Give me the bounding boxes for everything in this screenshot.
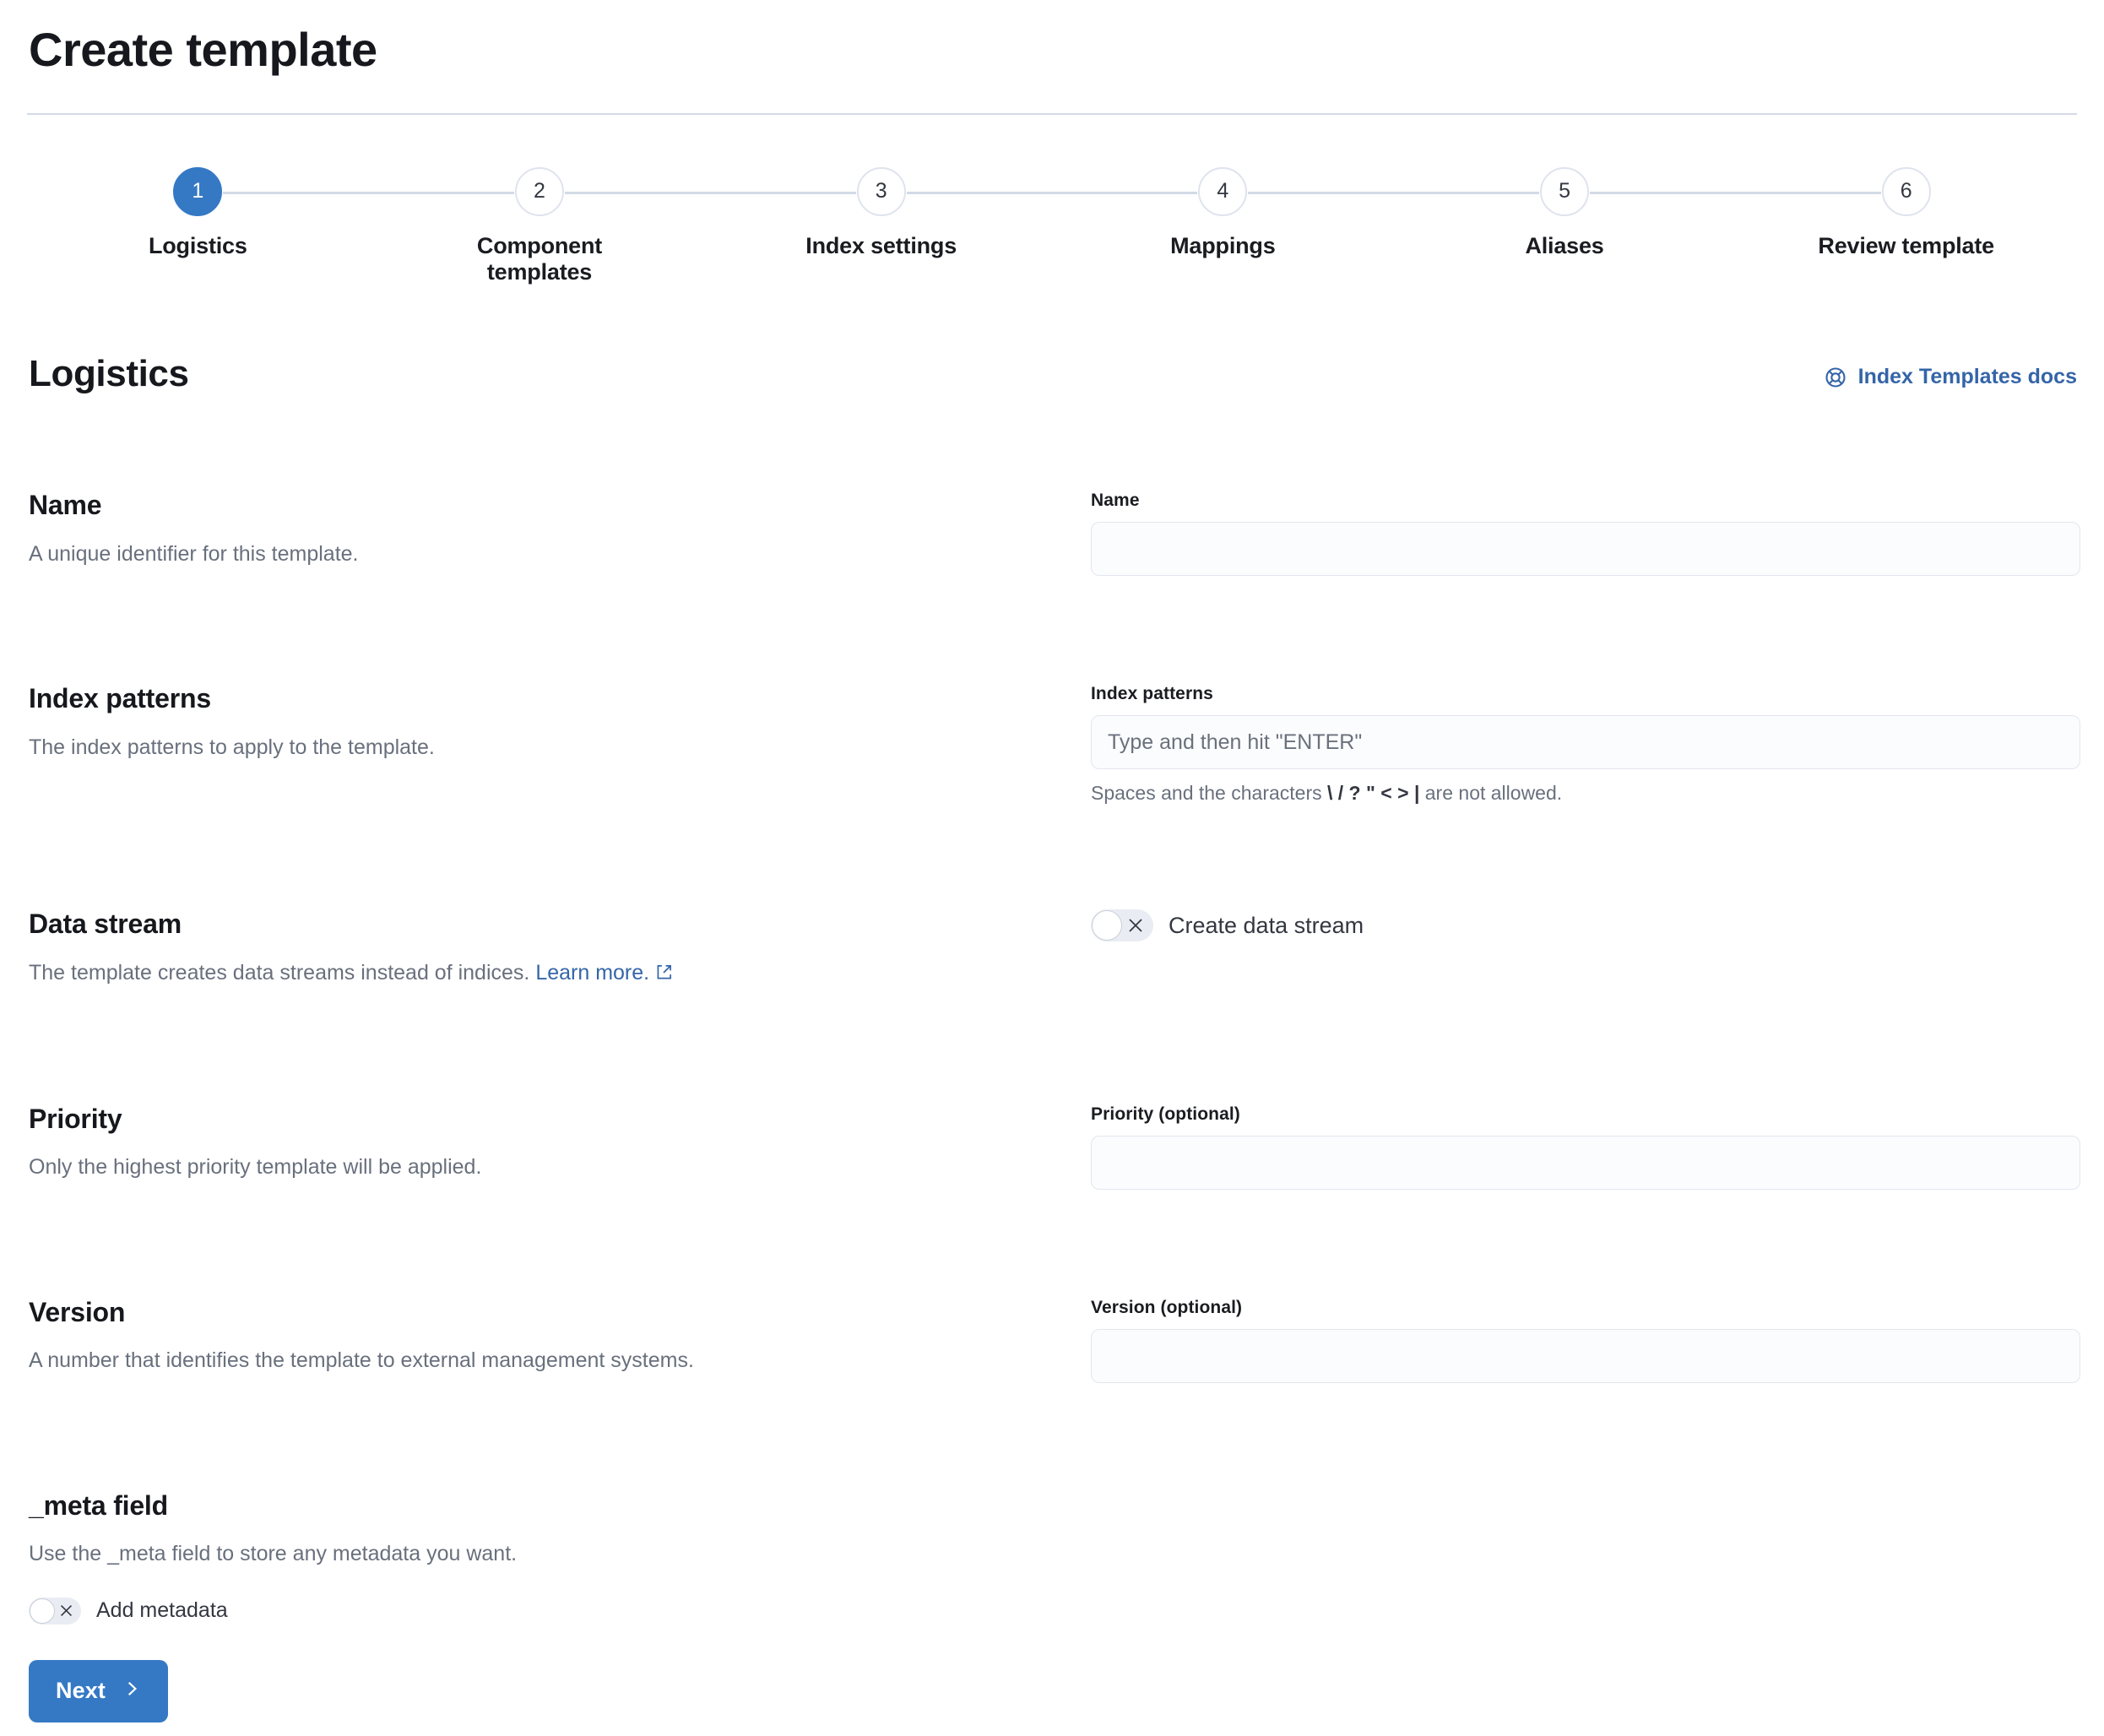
step-connector-line	[1052, 191, 1198, 194]
index-templates-docs-link[interactable]: Index Templates docs	[1824, 365, 2077, 389]
next-button-label: Next	[56, 1678, 106, 1704]
meta-field-description-block: _meta field Use the _meta field to store…	[29, 1489, 1091, 1569]
index-patterns-input[interactable]	[1091, 715, 2080, 770]
data-stream-description-text: The template creates data streams instea…	[29, 960, 530, 985]
help-life-ring-icon	[1824, 366, 1847, 389]
step-2-component-templates[interactable]: 2 Component templates	[368, 166, 711, 287]
priority-description-block: Priority Only the highest priority templ…	[29, 1104, 1091, 1190]
priority-input-label: Priority (optional)	[1091, 1104, 1240, 1124]
learn-more-link[interactable]: Learn more.	[535, 961, 649, 985]
step-connector-line	[1393, 191, 1540, 194]
index-patterns-input-label: Index patterns	[1091, 684, 1213, 704]
step-connector-line	[906, 191, 1053, 194]
help-text-prefix: Spaces and the characters	[1091, 782, 1327, 805]
step-connector-line	[223, 191, 369, 194]
name-input[interactable]	[1091, 522, 2080, 577]
form-row-meta-field: _meta field Use the _meta field to store…	[27, 1489, 2077, 1569]
add-metadata-toggle-wrap[interactable]: Add metadata	[29, 1597, 2077, 1625]
add-metadata-toggle-label: Add metadata	[96, 1598, 228, 1623]
meta-field-right-spacer	[1091, 1491, 2077, 1569]
name-field-description: A unique identifier for this template.	[29, 541, 359, 566]
create-data-stream-toggle[interactable]	[1091, 909, 1153, 942]
help-text-chars: \ / ? " < > |	[1327, 782, 1420, 805]
wizard-stepper: 1 Logistics 2 Component templates 3 Inde…	[27, 166, 2077, 287]
meta-field-title: _meta field	[29, 1489, 168, 1521]
step-number-circle: 3	[856, 166, 906, 216]
data-stream-field-description: The template creates data streams instea…	[29, 958, 1040, 990]
version-field-title: Version	[29, 1296, 126, 1327]
index-patterns-input-block: Index patterns Spaces and the characters…	[1091, 684, 2080, 806]
step-number-circle: 5	[1540, 166, 1590, 216]
create-data-stream-toggle-label: Create data stream	[1169, 912, 1364, 938]
priority-input[interactable]	[1091, 1135, 2080, 1190]
close-x-icon	[1127, 917, 1144, 934]
step-6-review-template[interactable]: 6 Review template	[1735, 166, 2077, 287]
footer-actions: Next	[27, 1659, 2077, 1722]
index-patterns-description-block: Index patterns The index patterns to app…	[29, 684, 1091, 806]
data-stream-field-title: Data stream	[29, 909, 182, 940]
step-number-circle: 6	[1881, 166, 1931, 216]
add-metadata-row: Add metadata	[27, 1597, 2077, 1625]
version-field-description: A number that identifies the template to…	[29, 1348, 694, 1372]
meta-field-description: Use the _meta field to store any metadat…	[29, 1541, 518, 1565]
docs-link-label: Index Templates docs	[1857, 365, 2077, 389]
learn-more-label: Learn more.	[535, 960, 650, 985]
next-button[interactable]: Next	[29, 1659, 168, 1722]
priority-field-title: Priority	[29, 1103, 122, 1134]
data-stream-description-block: Data stream The template creates data st…	[29, 909, 1091, 989]
step-label: Aliases	[1525, 232, 1604, 258]
section-title: Logistics	[29, 353, 189, 395]
step-connector-line	[1735, 191, 1881, 194]
add-metadata-toggle[interactable]	[29, 1597, 81, 1625]
name-description-block: Name A unique identifier for this templa…	[29, 491, 1091, 576]
header-divider	[27, 112, 2077, 115]
step-label: Index settings	[805, 232, 957, 258]
step-5-aliases[interactable]: 5 Aliases	[1393, 166, 1736, 287]
version-input[interactable]	[1091, 1328, 2080, 1383]
priority-field-description: Only the highest priority template will …	[29, 1154, 482, 1179]
step-label: Mappings	[1170, 232, 1276, 258]
index-patterns-help-text: Spaces and the characters \ / ? " < > | …	[1091, 780, 2080, 806]
index-patterns-field-title: Index patterns	[29, 683, 211, 714]
form-row-name: Name A unique identifier for this templa…	[27, 491, 2080, 577]
external-link-icon	[655, 960, 673, 990]
index-patterns-field-description: The index patterns to apply to the templ…	[29, 735, 435, 759]
section-header: Logistics Index Templates docs	[27, 355, 2077, 393]
step-number-circle: 2	[515, 166, 564, 216]
priority-input-block: Priority (optional)	[1091, 1104, 2080, 1190]
step-connector-line	[1248, 191, 1394, 194]
step-connector-line	[710, 191, 856, 194]
name-field-title: Name	[29, 490, 102, 521]
help-text-suffix: are not allowed.	[1419, 782, 1563, 805]
data-stream-toggle-block: Create data stream	[1091, 909, 2077, 989]
toggle-knob	[1092, 910, 1122, 941]
form-row-index-patterns: Index patterns The index patterns to app…	[27, 684, 2080, 806]
step-number-circle: 1	[173, 166, 223, 216]
step-connector-line	[368, 191, 515, 194]
step-number-circle: 4	[1198, 166, 1248, 216]
form-row-version: Version A number that identifies the tem…	[27, 1296, 2080, 1383]
page-title: Create template	[29, 23, 377, 76]
close-x-icon	[59, 1603, 73, 1618]
create-data-stream-toggle-wrap[interactable]: Create data stream	[1091, 909, 2077, 942]
step-label: Component templates	[476, 232, 603, 285]
step-connector-line	[1590, 191, 1736, 194]
step-label: Logistics	[148, 232, 247, 258]
version-input-label: Version (optional)	[1091, 1297, 1243, 1317]
version-input-block: Version (optional)	[1091, 1298, 2080, 1383]
name-input-block: Name	[1091, 491, 2080, 577]
name-input-label: Name	[1091, 491, 1140, 511]
version-description-block: Version A number that identifies the tem…	[29, 1296, 1091, 1383]
step-label: Review template	[1818, 232, 1994, 258]
step-4-mappings[interactable]: 4 Mappings	[1052, 166, 1394, 287]
form-row-data-stream: Data stream The template creates data st…	[27, 909, 2077, 989]
step-3-index-settings[interactable]: 3 Index settings	[710, 166, 1053, 287]
step-1-logistics[interactable]: 1 Logistics	[27, 166, 369, 287]
form-row-priority: Priority Only the highest priority templ…	[27, 1104, 2080, 1190]
step-connector-line	[565, 191, 711, 194]
chevron-right-icon	[122, 1678, 141, 1704]
toggle-knob	[30, 1598, 55, 1624]
